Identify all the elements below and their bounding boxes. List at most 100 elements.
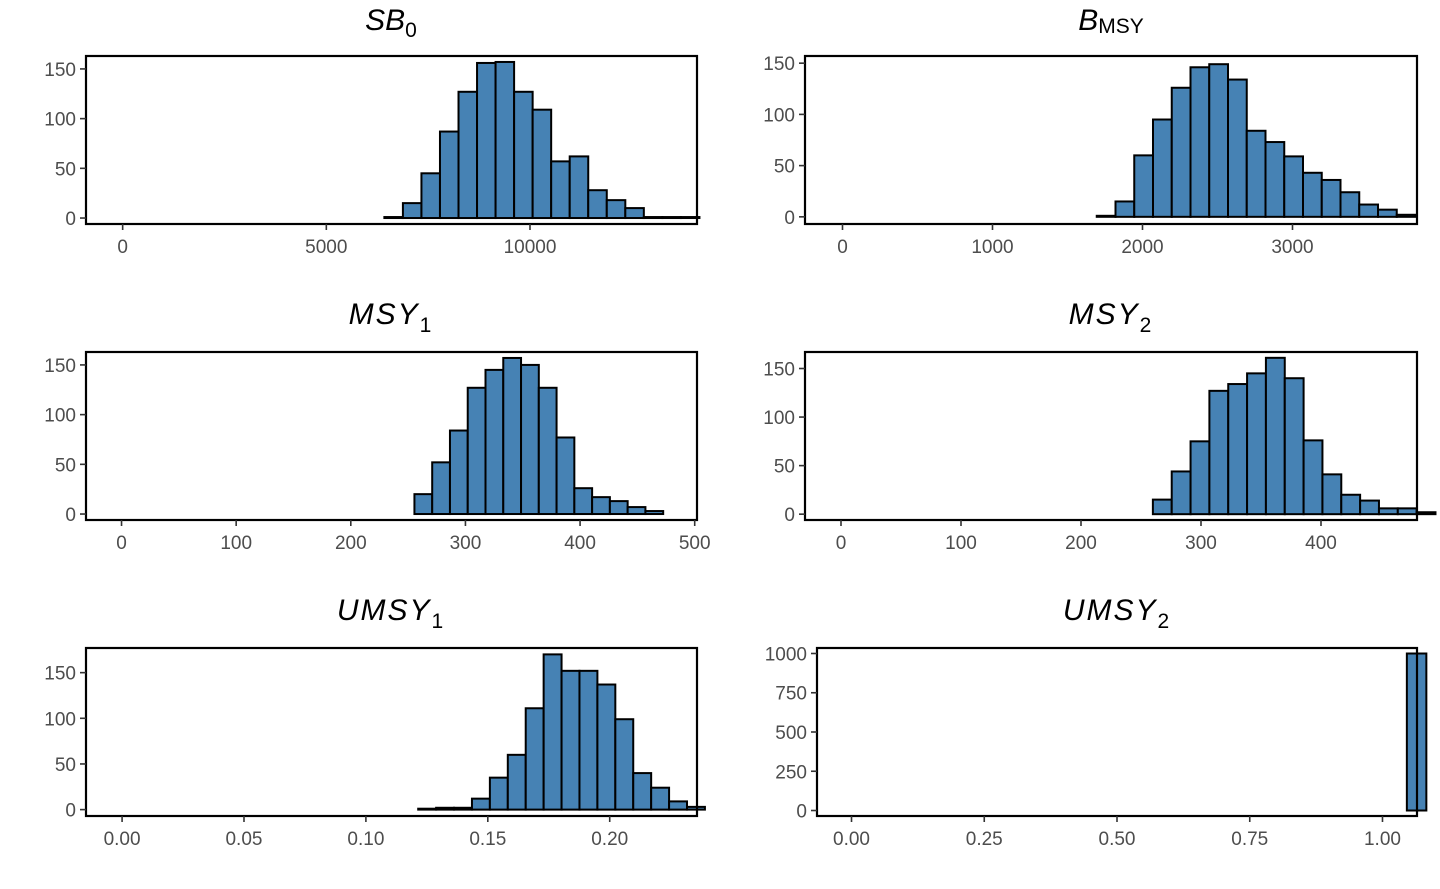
bar-group [1151, 356, 1437, 516]
histogram-bar [596, 683, 617, 811]
y-tick-label: 150 [44, 664, 76, 685]
histogram-bar [1245, 129, 1267, 218]
bar-group [1095, 63, 1417, 218]
x-tick-label: 500 [679, 533, 711, 554]
histogram-bar [578, 669, 599, 811]
histogram-bar [1395, 213, 1417, 218]
histogram-bar [614, 718, 635, 811]
x-tick-label: 100 [220, 533, 252, 554]
panel-title: SB0 [365, 4, 417, 42]
histogram-bar [431, 461, 451, 516]
y-axis: 0 50 100 150 [763, 54, 805, 229]
y-tick-label: 100 [763, 105, 795, 126]
panel-frame [84, 350, 699, 522]
x-tick-label: 10000 [504, 237, 557, 258]
histogram-bar [1227, 78, 1248, 218]
x-axis: 0.00 0.25 0.50 0.75 1.00 [833, 816, 1401, 850]
y-axis: 0 50 100 150 [763, 360, 805, 526]
bar-group [413, 356, 665, 516]
histogram-bar [550, 160, 571, 220]
histogram-bar [555, 436, 576, 516]
histogram-bar [1264, 356, 1286, 516]
y-tick-label: 0 [65, 505, 76, 526]
x-tick-label: 400 [1305, 533, 1337, 554]
x-tick-label: 300 [450, 533, 482, 554]
histogram-bar [626, 506, 647, 516]
x-tick-label: 0.00 [833, 829, 870, 850]
histogram-bar [531, 108, 553, 220]
x-tick-label: 1.00 [1364, 829, 1401, 850]
histogram-bar [484, 368, 505, 516]
histogram-bar [1208, 389, 1230, 516]
histogram-bar [502, 356, 523, 516]
histogram-bar [438, 130, 460, 220]
histogram-bar [542, 653, 563, 811]
histogram-bar [679, 216, 701, 220]
y-tick-label: 750 [775, 684, 807, 705]
y-tick-label: 50 [55, 159, 76, 180]
histogram-bar [488, 776, 509, 811]
histogram-bar [470, 797, 491, 811]
x-tick-label: 0.15 [469, 829, 506, 850]
panel-title: UMSY1 [337, 594, 445, 633]
panel-title: UMSY2 [1063, 594, 1171, 633]
panel-frame [815, 646, 1419, 818]
histogram-bar [591, 496, 611, 516]
panel-umsy2: UMSY2 0 250 500 750 1000 0.00 0.25 0.50 0.75 1.0… [765, 594, 1428, 850]
histogram-bar [401, 202, 423, 220]
x-tick-label: 0 [117, 237, 128, 258]
y-tick-label: 0 [796, 802, 807, 823]
histogram-bar [1321, 473, 1343, 516]
y-axis: 0 50 100 150 [44, 356, 86, 526]
panel-frame [84, 54, 699, 226]
histogram-bar [476, 61, 497, 220]
y-tick-label: 500 [775, 723, 807, 744]
y-tick-label: 250 [775, 762, 807, 783]
histogram-bar [1114, 200, 1136, 218]
histogram-bar [417, 807, 438, 811]
y-tick-label: 0 [65, 209, 76, 230]
y-tick-label: 0 [784, 505, 795, 526]
histogram-bar [587, 189, 608, 220]
histogram-bar [413, 493, 434, 516]
histogram-bar [383, 216, 404, 220]
x-tick-label: 2000 [1121, 237, 1163, 258]
histogram-bar [537, 386, 558, 516]
histogram-bar [1283, 155, 1304, 218]
x-tick-label: 0 [116, 533, 127, 554]
histogram-bar [1283, 377, 1305, 516]
x-tick-label: 0.75 [1231, 829, 1268, 850]
panel-msy2: MSY2 0 50 100 150 0 100 200 300 400 [763, 298, 1437, 554]
x-tick-label: 0.05 [225, 829, 262, 850]
y-tick-label: 150 [763, 54, 795, 75]
panel-title: MSY1 [349, 298, 434, 337]
x-tick-label: 0.50 [1099, 829, 1136, 850]
histogram-bar [1358, 203, 1379, 218]
histogram-bar [632, 772, 653, 811]
histogram-bar [1302, 171, 1323, 218]
y-tick-label: 150 [44, 356, 76, 377]
panel-bmsy: BMSY 0 50 100 150 0 1000 2000 3000 [763, 4, 1419, 258]
panel-title: MSY2 [1069, 298, 1154, 337]
x-tick-label: 5000 [305, 237, 347, 258]
histogram-bar [1189, 440, 1211, 516]
histogram-bar [524, 707, 545, 811]
x-tick-label: 200 [335, 533, 367, 554]
y-tick-label: 100 [44, 406, 76, 427]
x-axis: 0 5000 10000 [117, 224, 556, 258]
histogram-bar [453, 806, 473, 811]
histogram-bar [668, 800, 689, 811]
histogram-bar [1415, 511, 1437, 516]
bar-group [417, 653, 706, 811]
histogram-bar [466, 386, 487, 516]
histogram-bar [568, 155, 590, 220]
histogram-bar [1227, 383, 1249, 516]
histogram-bar [1396, 507, 1418, 516]
y-tick-label: 50 [55, 755, 76, 776]
histogram-bar [1302, 439, 1324, 516]
histogram-bar [1133, 154, 1154, 218]
histogram-bar [661, 216, 682, 220]
x-tick-label: 200 [1065, 533, 1097, 554]
histogram-bar [1095, 214, 1117, 218]
